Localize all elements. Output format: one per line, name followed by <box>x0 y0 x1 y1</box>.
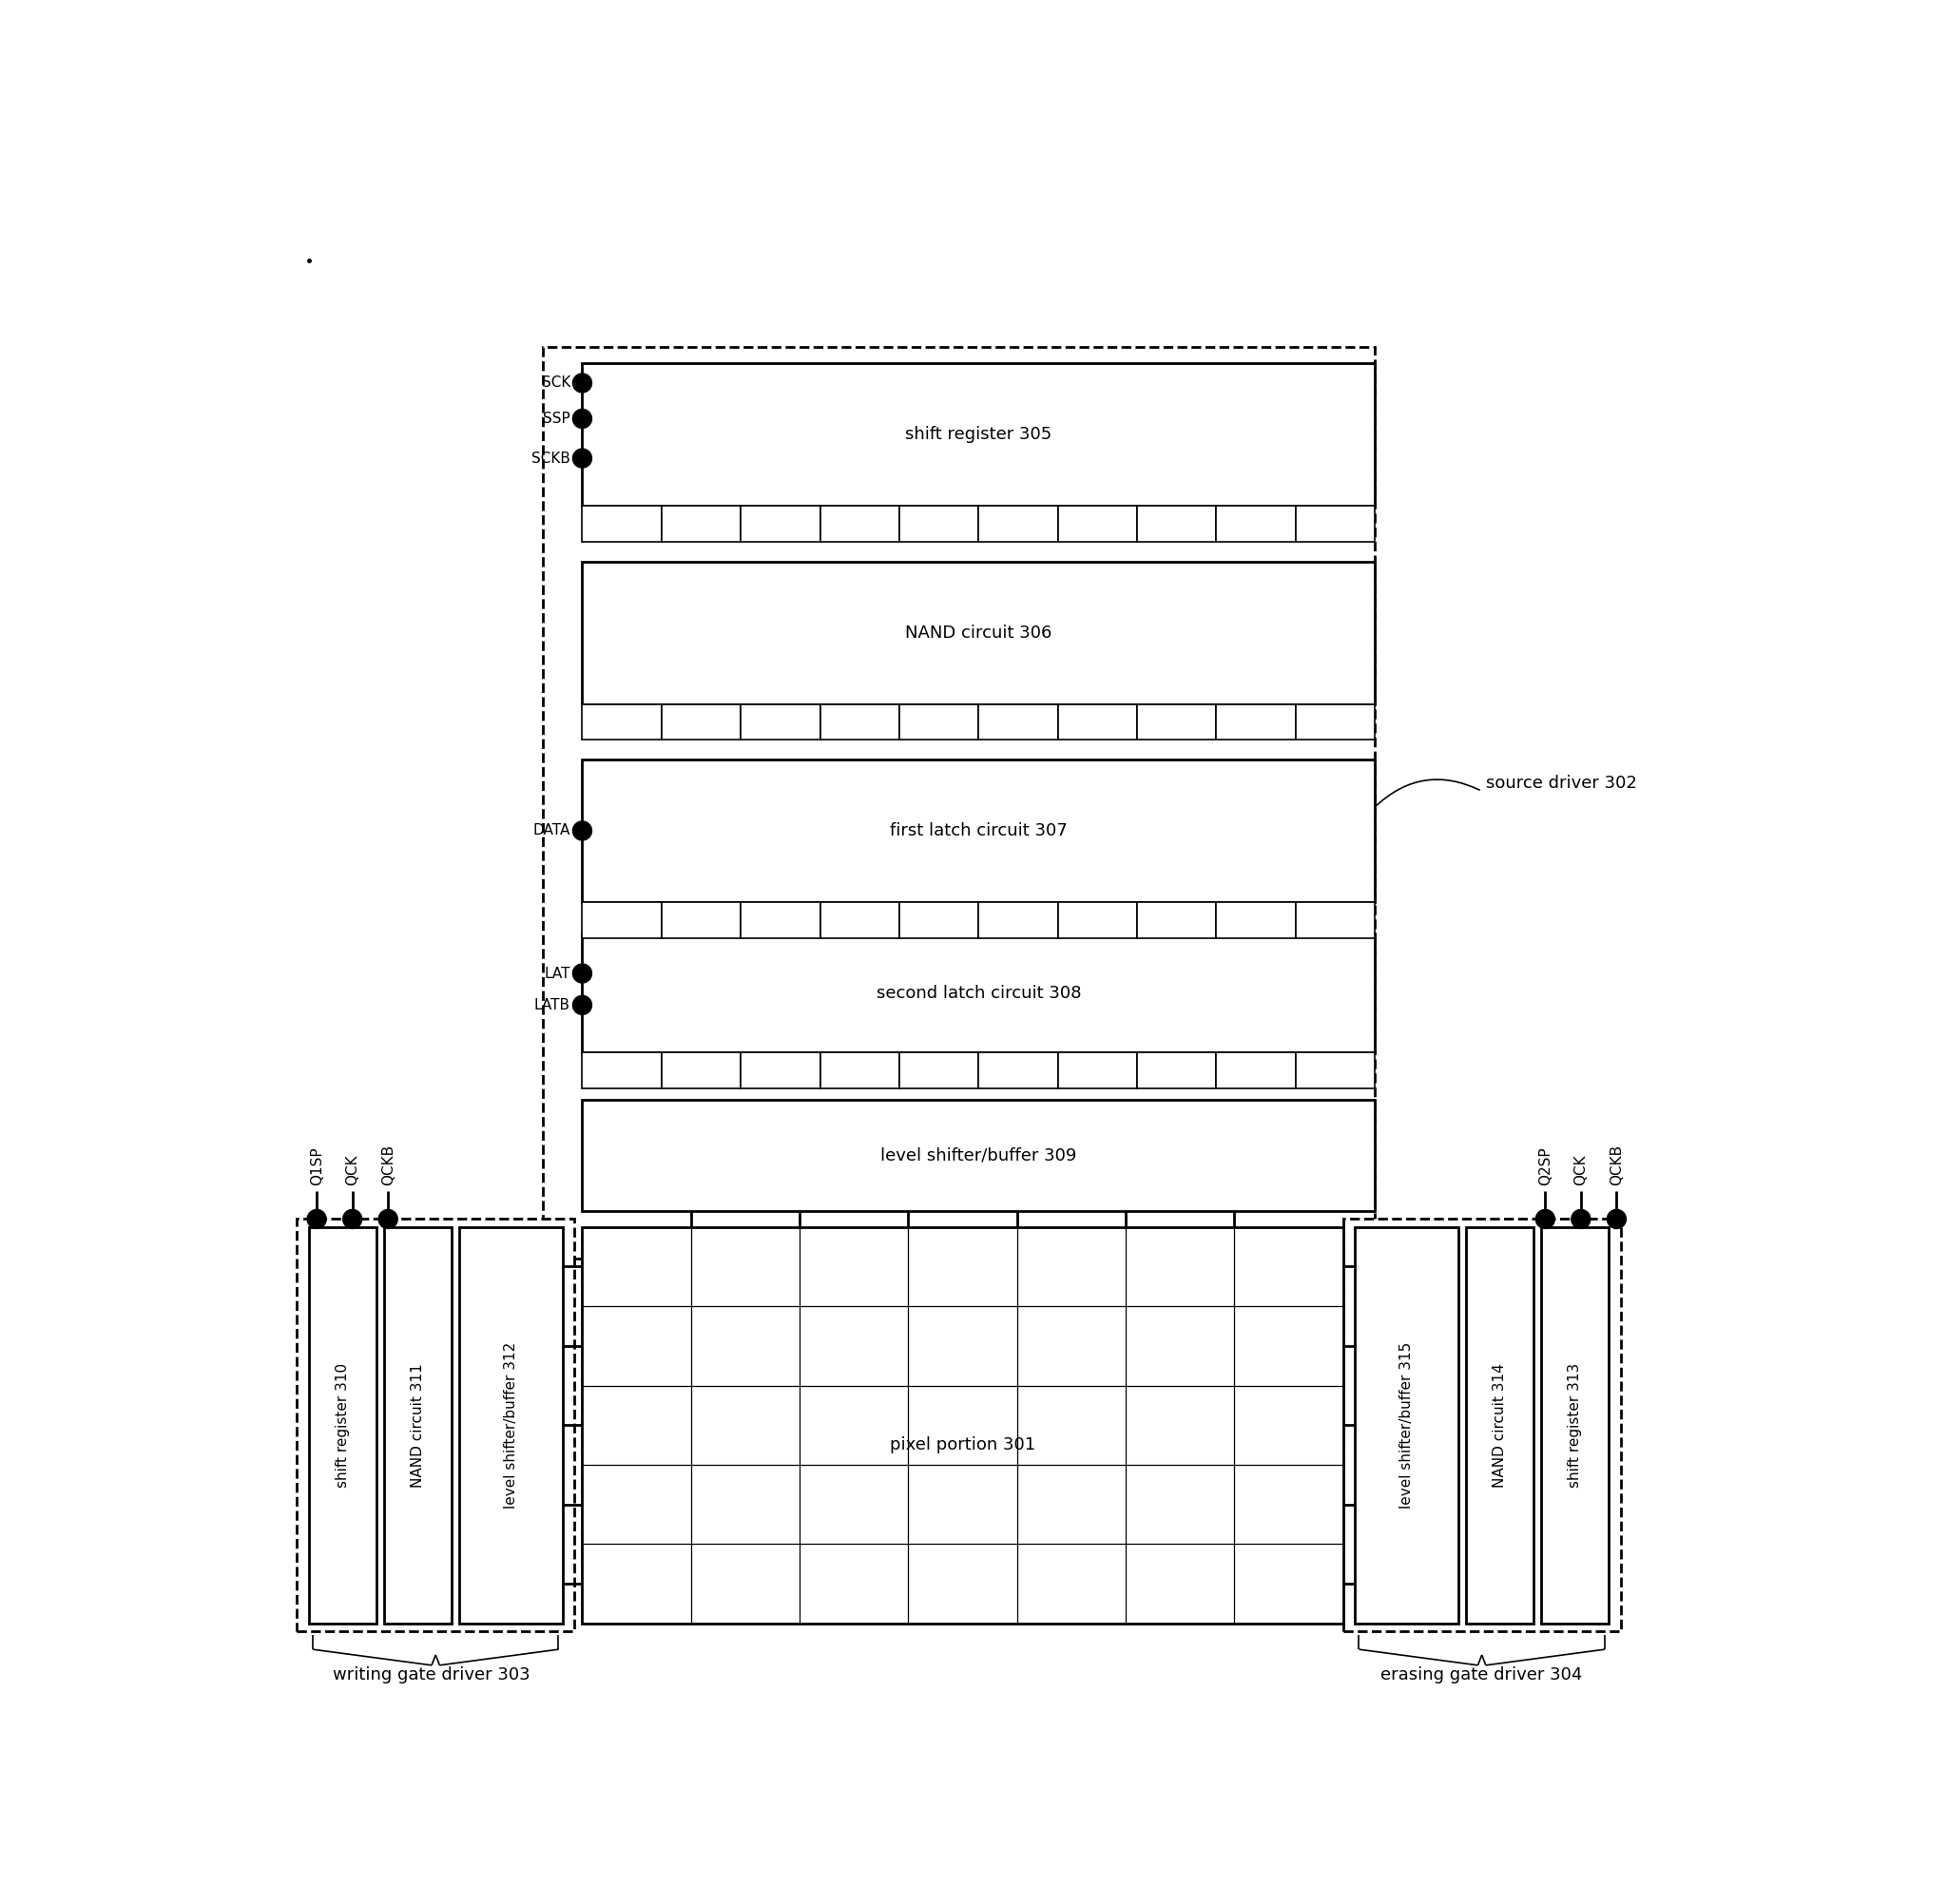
Text: QCKB: QCKB <box>1609 1144 1625 1184</box>
Text: first latch circuit 307: first latch circuit 307 <box>890 823 1068 840</box>
Text: QCK: QCK <box>1574 1154 1588 1184</box>
Circle shape <box>1607 1209 1627 1228</box>
Bar <box>384 1226 452 1624</box>
Bar <box>1295 902 1375 939</box>
Bar <box>1216 704 1295 739</box>
Bar <box>662 506 740 541</box>
Text: QCKB: QCKB <box>382 1144 395 1184</box>
Text: erasing gate driver 304: erasing gate driver 304 <box>1381 1666 1584 1683</box>
Bar <box>1138 902 1216 939</box>
Circle shape <box>1535 1209 1555 1228</box>
Bar <box>543 347 1375 1259</box>
Text: shift register 313: shift register 313 <box>1568 1363 1582 1487</box>
Circle shape <box>573 963 592 982</box>
Bar <box>662 1053 740 1089</box>
Text: shift register 305: shift register 305 <box>906 426 1052 444</box>
Circle shape <box>573 409 592 428</box>
Bar <box>582 902 662 939</box>
Circle shape <box>343 1209 362 1228</box>
Text: second latch circuit 308: second latch circuit 308 <box>877 984 1081 1002</box>
Text: QCK: QCK <box>345 1154 360 1184</box>
Text: NAND circuit 314: NAND circuit 314 <box>1492 1363 1508 1487</box>
Bar <box>582 933 1375 1053</box>
Text: Q2SP: Q2SP <box>1539 1146 1553 1184</box>
Circle shape <box>573 821 592 840</box>
Bar <box>460 1226 563 1624</box>
Text: level shifter/buffer 315: level shifter/buffer 315 <box>1399 1342 1414 1508</box>
Bar <box>1295 704 1375 739</box>
Bar <box>978 704 1058 739</box>
Text: Q1SP: Q1SP <box>310 1146 323 1184</box>
Bar <box>820 902 900 939</box>
Circle shape <box>573 996 592 1015</box>
Bar <box>1216 902 1295 939</box>
Text: LAT: LAT <box>543 965 571 981</box>
Text: writing gate driver 303: writing gate driver 303 <box>333 1666 530 1683</box>
Bar <box>1342 1219 1621 1632</box>
Bar <box>582 704 662 739</box>
Bar <box>1356 1226 1457 1624</box>
Bar <box>1058 1053 1138 1089</box>
Bar <box>1216 1053 1295 1089</box>
Bar <box>900 902 978 939</box>
Bar <box>582 1226 1342 1624</box>
Circle shape <box>378 1209 397 1228</box>
Bar <box>900 506 978 541</box>
Text: LATB: LATB <box>534 998 571 1013</box>
Bar <box>978 506 1058 541</box>
Bar <box>582 760 1375 902</box>
Bar <box>820 506 900 541</box>
Bar <box>1295 1053 1375 1089</box>
Text: pixel portion 301: pixel portion 301 <box>890 1436 1036 1453</box>
Bar <box>900 704 978 739</box>
Bar <box>740 1053 820 1089</box>
Text: level shifter/buffer 309: level shifter/buffer 309 <box>880 1146 1077 1163</box>
Bar <box>1138 506 1216 541</box>
Circle shape <box>573 449 592 468</box>
Text: SCK: SCK <box>542 375 571 390</box>
Bar <box>820 704 900 739</box>
Bar <box>820 1053 900 1089</box>
Bar <box>978 1053 1058 1089</box>
Bar <box>740 902 820 939</box>
Bar <box>1295 506 1375 541</box>
Text: NAND circuit 311: NAND circuit 311 <box>411 1363 425 1487</box>
Bar <box>1058 704 1138 739</box>
Bar <box>582 1101 1375 1211</box>
Text: DATA: DATA <box>534 824 571 838</box>
Bar <box>662 902 740 939</box>
Bar <box>1058 506 1138 541</box>
Bar <box>582 562 1375 704</box>
Bar <box>582 364 1375 506</box>
Bar <box>582 1053 662 1089</box>
Bar <box>740 704 820 739</box>
Bar <box>1541 1226 1609 1624</box>
Bar <box>740 506 820 541</box>
Bar <box>582 506 662 541</box>
Bar <box>662 704 740 739</box>
Text: source driver 302: source driver 302 <box>1486 775 1636 792</box>
Bar <box>1058 902 1138 939</box>
Text: SSP: SSP <box>543 411 571 426</box>
Text: level shifter/buffer 312: level shifter/buffer 312 <box>505 1342 518 1508</box>
Text: SCKB: SCKB <box>532 451 571 465</box>
Circle shape <box>308 1209 325 1228</box>
Text: NAND circuit 306: NAND circuit 306 <box>906 625 1052 642</box>
Bar <box>296 1219 575 1632</box>
Text: shift register 310: shift register 310 <box>335 1363 349 1487</box>
Bar <box>1138 1053 1216 1089</box>
Bar <box>1138 704 1216 739</box>
Bar <box>1216 506 1295 541</box>
Circle shape <box>1572 1209 1590 1228</box>
Circle shape <box>573 373 592 392</box>
Bar <box>310 1226 376 1624</box>
Bar <box>1467 1226 1533 1624</box>
Bar <box>978 902 1058 939</box>
Bar <box>900 1053 978 1089</box>
